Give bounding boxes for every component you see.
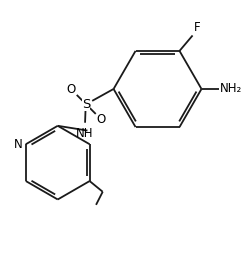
Text: F: F — [194, 21, 200, 34]
Text: S: S — [82, 98, 91, 111]
Text: NH₂: NH₂ — [220, 83, 242, 96]
Text: O: O — [97, 113, 106, 126]
Text: O: O — [67, 83, 76, 96]
Text: NH: NH — [76, 127, 94, 140]
Text: N: N — [14, 138, 23, 151]
